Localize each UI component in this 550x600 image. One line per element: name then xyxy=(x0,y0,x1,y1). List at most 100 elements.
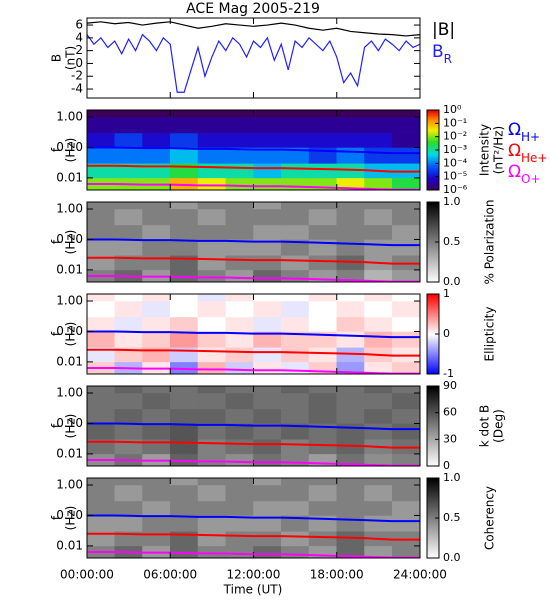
colorbar-swatch xyxy=(427,387,439,390)
colorbar-swatch xyxy=(427,356,439,359)
plot-frame xyxy=(86,201,421,283)
colorbar-swatch xyxy=(427,135,439,138)
colorbar-swatch xyxy=(427,164,439,167)
heatmap-cell xyxy=(392,361,420,374)
heatmap-cell xyxy=(197,531,226,547)
colorbar-swatch xyxy=(427,451,439,454)
heatmap-cell xyxy=(197,439,226,455)
heatmap-cell xyxy=(392,347,420,363)
series-line xyxy=(87,146,420,155)
heatmap-cell xyxy=(253,453,282,466)
colorbar-swatch xyxy=(427,236,439,239)
heatmap-cell xyxy=(281,545,310,558)
colorbar-tick-label: 0.5 xyxy=(443,511,461,524)
colorbar-swatch xyxy=(427,131,439,134)
heatmap-cell xyxy=(142,110,171,118)
heatmap-cell xyxy=(225,545,254,558)
colorbar-swatch xyxy=(427,142,439,144)
colorbar-swatch xyxy=(427,526,439,528)
colorbar-swatch xyxy=(427,279,439,282)
heatmap-cell xyxy=(281,531,310,547)
colorbar-swatch xyxy=(427,302,439,304)
heatmap-cell xyxy=(225,478,254,486)
colorbar-swatch xyxy=(427,348,439,351)
colorbar-tick-label: -1 xyxy=(443,367,454,380)
heatmap-cell xyxy=(197,500,226,516)
heatmap-cell xyxy=(281,110,310,118)
legend-subscript: R xyxy=(444,52,452,66)
heatmap-cell xyxy=(392,453,420,466)
heatmap-cell xyxy=(308,110,337,118)
heatmap-cell xyxy=(114,239,143,256)
colorbar-swatch xyxy=(427,216,439,219)
heatmap-cell xyxy=(170,316,199,332)
heatmap-cell xyxy=(308,531,337,547)
y-tick-label: 4 xyxy=(75,30,83,44)
heatmap-cell xyxy=(281,361,310,374)
colorbar-swatch xyxy=(427,227,439,230)
series-line xyxy=(87,330,420,339)
colorbar-swatch xyxy=(427,127,439,130)
heatmap-cell xyxy=(336,202,365,210)
colorbar-swatch xyxy=(427,495,439,498)
colorbar-swatch xyxy=(427,238,439,240)
heatmap-cell xyxy=(392,500,420,516)
y-tick-label: 0.01 xyxy=(56,170,83,184)
colorbar-swatch xyxy=(427,228,439,231)
heatmap-cell xyxy=(114,116,143,134)
colorbar-swatch xyxy=(427,246,439,248)
colorbar-swatch xyxy=(427,367,439,370)
heatmap-cell xyxy=(197,294,226,302)
colorbar-swatch xyxy=(427,354,439,356)
heatmap-cell xyxy=(392,132,420,148)
colorbar-swatch xyxy=(427,519,439,522)
colorbar-swatch xyxy=(427,136,439,139)
heatmap-cell xyxy=(364,208,393,226)
colorbar-swatch xyxy=(427,462,439,464)
heatmap-cell xyxy=(364,386,393,394)
heatmap-cell xyxy=(364,132,393,148)
heatmap-cell xyxy=(253,202,282,210)
colorbar-swatch xyxy=(427,480,439,483)
colorbar-swatch xyxy=(427,415,439,418)
heatmap-cell xyxy=(253,177,282,190)
heatmap-cell xyxy=(114,110,143,118)
heatmap-cell xyxy=(308,202,337,210)
y-axis-label: f xyxy=(50,331,64,336)
heatmap-cell xyxy=(364,478,393,486)
heatmap-cell xyxy=(87,208,115,226)
heatmap-cell xyxy=(364,316,393,332)
heatmap-cell xyxy=(170,478,199,486)
colorbar-swatch xyxy=(427,151,439,154)
colorbar-swatch xyxy=(427,326,439,328)
y-axis-label: f xyxy=(50,239,64,244)
heatmap-cell xyxy=(364,202,393,210)
colorbar-swatch xyxy=(427,147,439,150)
colorbar-swatch xyxy=(427,371,439,374)
heatmap-cell xyxy=(225,202,254,210)
heatmap-cell xyxy=(114,208,143,226)
heatmap-cell xyxy=(170,408,199,424)
heatmap-cell xyxy=(225,255,254,271)
chart-title: ACE Mag 2005-219 xyxy=(186,1,320,17)
legend-subscript: O+ xyxy=(521,172,541,186)
heatmap-cell xyxy=(225,531,254,547)
colorbar-tick-label: 0 xyxy=(443,327,450,340)
heatmap-cell xyxy=(392,515,420,532)
heatmap-cell xyxy=(87,484,115,502)
heatmap-cell xyxy=(253,408,282,424)
colorbar-swatch xyxy=(427,152,439,155)
colorbar-swatch xyxy=(427,202,439,204)
heatmap-cell xyxy=(225,386,254,394)
heatmap-cell xyxy=(336,224,365,240)
heatmap-cell xyxy=(197,453,226,466)
colorbar-swatch xyxy=(427,435,439,438)
heatmap-cell xyxy=(142,239,171,256)
heatmap-cell xyxy=(392,386,420,394)
colorbar-swatch xyxy=(427,231,439,234)
heatmap-cell xyxy=(336,294,365,302)
heatmap-cell xyxy=(336,423,365,440)
heatmap-cell xyxy=(392,163,420,179)
heatmap-cell xyxy=(308,300,337,318)
heatmap-cell xyxy=(336,208,365,226)
